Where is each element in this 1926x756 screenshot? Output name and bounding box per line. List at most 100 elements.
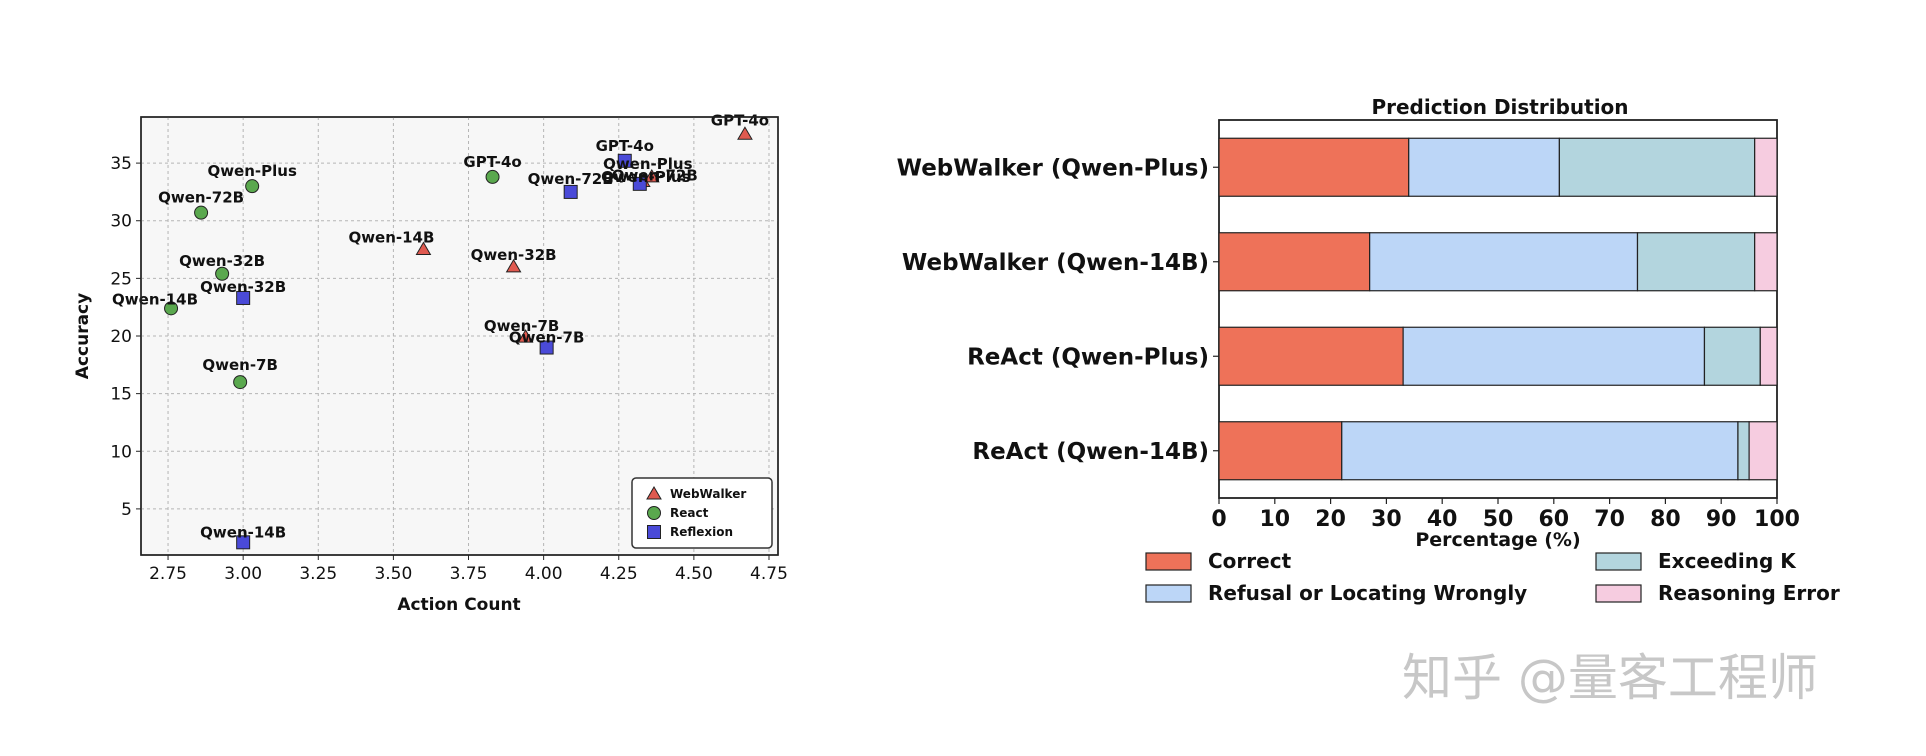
x-tick-label: 80: [1650, 507, 1681, 532]
legend-label-reasoning-error: Reasoning Error: [1658, 581, 1840, 605]
category-label-webwalker-qwen-14b: WebWalker (Qwen-14B): [902, 250, 1209, 276]
bar-react-qwen-14b-exceeding-k: [1737, 421, 1750, 481]
x-tick-label: 4.50: [675, 564, 713, 584]
y-tick-label: 35: [110, 154, 132, 174]
point-label-reflexion-qwen-7b: Qwen-7B: [509, 329, 585, 347]
stacked-bar-chart: Prediction Distribution WebWalker (Qwen-…: [897, 95, 1840, 605]
point-label-reflexion-qwen-32b: Qwen-32B: [200, 278, 286, 296]
point-label-reflexion-qwen-plus: Qwen-Plus: [601, 168, 691, 186]
x-tick-label: 60: [1538, 507, 1569, 532]
bar-react-qwen-plus-reasoning-error: [1759, 326, 1778, 386]
point-reflexion-qwen-plus: [632, 176, 647, 191]
x-tick-label: 3.75: [450, 564, 488, 584]
y-tick-label: 10: [110, 442, 132, 462]
x-tick-label: 20: [1315, 507, 1346, 532]
bar-webwalker-qwen-plus-correct: [1218, 137, 1410, 197]
category-label-react-qwen-plus: ReAct (Qwen-Plus): [967, 344, 1209, 370]
legend-marker-webwalker: [646, 486, 662, 500]
bar-react-qwen-14b-refusal-or-locating-wrongly: [1341, 421, 1739, 481]
scatter-frame: [140, 116, 779, 556]
bar-webwalker-qwen-plus-refusal-or-locating-wrongly: [1408, 137, 1560, 197]
bar-legend: Correct Refusal or Locating Wrongly Exceed…: [1145, 549, 1840, 605]
x-tick-label: 3.50: [374, 564, 412, 584]
point-label-react-qwen-plus: Qwen-Plus: [207, 162, 297, 180]
point-webwalker-qwen-7b: [517, 329, 534, 343]
x-tick-label: 10: [1259, 507, 1290, 532]
bar-webwalker-qwen-14b-refusal-or-locating-wrongly: [1369, 232, 1639, 292]
bar-chart-title: Prediction Distribution: [1371, 95, 1628, 119]
x-tick-label: 50: [1483, 507, 1514, 532]
point-label-webwalker-qwen-14b: Qwen-14B: [348, 229, 434, 247]
point-react-gpt-4o: [485, 169, 500, 184]
scatter-points: [164, 126, 753, 550]
category-label-webwalker-qwen-plus: WebWalker (Qwen-Plus): [897, 155, 1209, 181]
bar-x-ticks: 0 10 20 30 40 50 60 70 80 90 100: [1211, 498, 1800, 532]
point-label-webwalker-qwen-72b: Qwen-72B: [612, 167, 698, 185]
watermark: 知乎 @量客工程师: [1402, 649, 1818, 707]
y-tick-label: 25: [110, 269, 132, 289]
point-label-react-gpt-4o: GPT-4o: [463, 153, 521, 171]
x-tick-label: 90: [1706, 507, 1737, 532]
scatter-y-axis-label: Accuracy: [73, 293, 93, 379]
legend-swatch-reasoning-error: [1595, 584, 1642, 603]
point-webwalker-qwen-plus: [643, 168, 660, 183]
x-tick-label: 40: [1427, 507, 1458, 532]
bar-react-qwen-14b-reasoning-error: [1748, 421, 1778, 481]
y-tick-label: 15: [110, 385, 132, 405]
point-react-qwen-7b: [233, 375, 248, 390]
point-label-webwalker-qwen-plus: Qwen-Plus: [603, 155, 693, 173]
point-label-react-qwen-32b: Qwen-32B: [179, 252, 265, 270]
x-tick-label: 4.25: [600, 564, 638, 584]
x-tick-label: 0: [1211, 507, 1226, 532]
legend-swatch-exceeding-k: [1595, 552, 1642, 571]
x-tick-label: 3.00: [224, 564, 262, 584]
legend-marker-reflexion: [647, 525, 661, 539]
legend-swatch-correct: [1145, 552, 1192, 571]
x-tick-label: 2.75: [149, 564, 187, 584]
legend-label-refusal-or-locating-wrongly: Refusal or Locating Wrongly: [1208, 581, 1527, 605]
scatter-point-labels: GPT-4o Qwen-Plus Qwen-14B Qwen-32B Qwen-7B Qw…: [112, 111, 769, 541]
point-label-webwalker-qwen-32b: Qwen-32B: [471, 246, 557, 264]
legend-label-correct: Correct: [1208, 549, 1292, 573]
point-reflexion-qwen-72b: [563, 184, 578, 199]
scatter-x-ticks: 2.75 3.00 3.25 3.50 3.75 4.00 4.25 4.50 4.75: [149, 555, 788, 584]
point-label-react-qwen-72b: Qwen-72B: [158, 189, 244, 207]
bar-category-labels: WebWalker (Qwen-Plus) WebWalker (Qwen-14B…: [897, 155, 1219, 465]
bar-react-qwen-plus-correct: [1218, 326, 1404, 386]
point-react-qwen-plus: [245, 179, 260, 194]
legend-marker-react: [647, 506, 661, 520]
x-tick-label: 100: [1754, 507, 1800, 532]
point-label-reflexion-qwen-14b: Qwen-14B: [200, 523, 286, 541]
x-tick-label: 70: [1594, 507, 1625, 532]
bar-webwalker-qwen-14b-correct: [1218, 232, 1371, 292]
point-reflexion-gpt-4o: [617, 153, 632, 168]
bar-webwalker-qwen-14b-reasoning-error: [1754, 232, 1778, 292]
bar-webwalker-qwen-plus-reasoning-error: [1754, 137, 1778, 197]
point-label-webwalker-gpt-4o: GPT-4o: [711, 111, 769, 129]
bar-x-axis-label: Percentage (%): [1415, 529, 1580, 551]
scatter-legend: WebWalker React Reflexion: [631, 477, 773, 549]
scatter-chart: 2.75 3.00 3.25 3.50 3.75 4.00 4.25 4.50 4.75 5 10…: [73, 111, 788, 615]
x-tick-label: 30: [1371, 507, 1402, 532]
y-tick-label: 5: [121, 500, 132, 520]
point-webwalker-qwen-14b: [415, 241, 432, 256]
x-tick-label: 4.00: [525, 564, 563, 584]
category-label-react-qwen-14b: ReAct (Qwen-14B): [972, 439, 1209, 465]
bar-rows: [1218, 137, 1778, 481]
point-react-qwen-32b: [215, 266, 230, 281]
bar-webwalker-qwen-14b-exceeding-k: [1636, 232, 1756, 292]
y-tick-label: 20: [110, 327, 132, 347]
point-reflexion-qwen-32b: [236, 290, 251, 305]
point-reflexion-qwen-14b: [236, 535, 251, 550]
legend-swatch-refusal-or-locating-wrongly: [1145, 584, 1192, 603]
point-react-qwen-72b: [194, 205, 209, 220]
bar-webwalker-qwen-plus-exceeding-k: [1558, 137, 1756, 197]
bar-react-qwen-plus-refusal-or-locating-wrongly: [1402, 326, 1706, 386]
legend-label-reflexion: Reflexion: [670, 525, 733, 539]
bar-react-qwen-plus-exceeding-k: [1703, 326, 1761, 386]
scatter-y-ticks: 5 10 15 20 25 30 35: [110, 154, 141, 520]
bar-react-qwen-14b-correct: [1218, 421, 1343, 481]
scatter-x-axis-label: Action Count: [397, 595, 520, 615]
x-tick-label: 4.75: [750, 564, 788, 584]
